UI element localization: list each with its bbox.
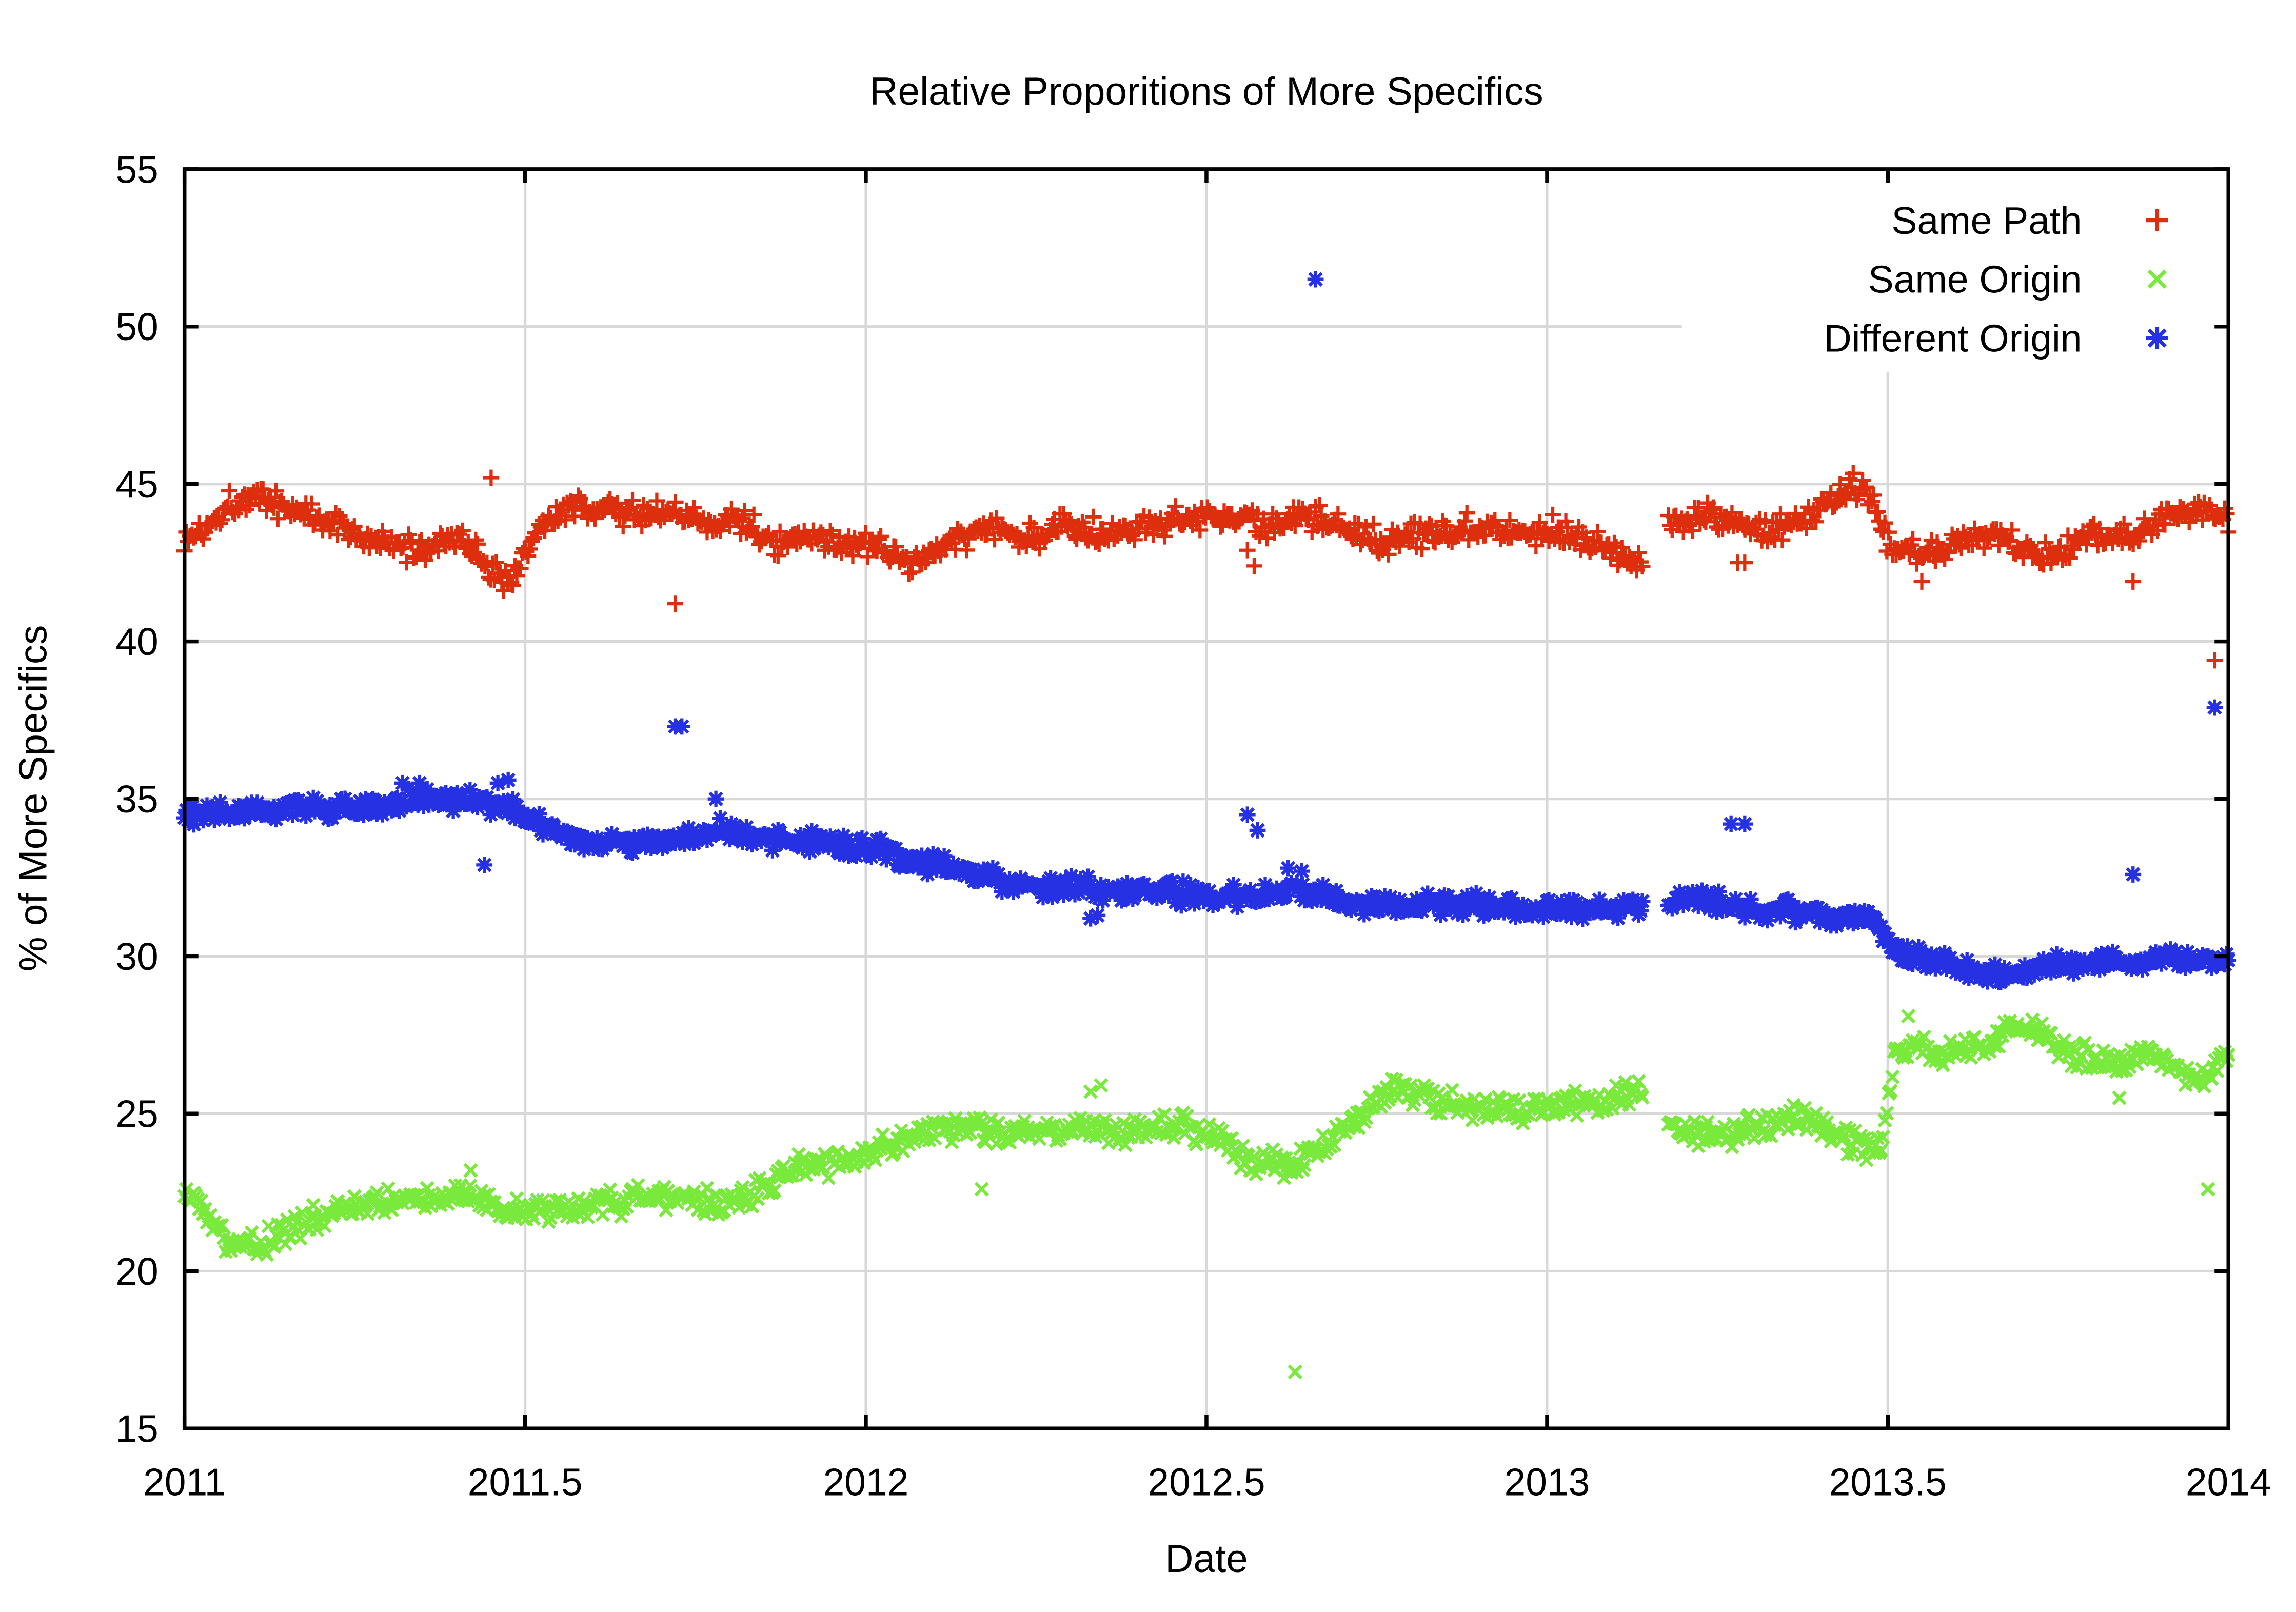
legend-label-same-path: Same Path	[1892, 199, 2082, 242]
y-tick-label: 35	[115, 778, 158, 821]
y-tick-label: 45	[115, 463, 158, 506]
cross-marker-icon	[2147, 269, 2167, 289]
x-tick-label: 2014	[2186, 1461, 2271, 1504]
y-axis-label: % of More Specifics	[12, 625, 55, 972]
x-tick-label: 2011.5	[468, 1461, 583, 1504]
x-tick-label: 2013	[1505, 1461, 1590, 1504]
x-axis-label: Date	[1165, 1537, 1248, 1581]
legend: Same Path Same Origin Different Origin	[1824, 199, 2168, 360]
data-points-layer	[176, 271, 2237, 1380]
asterisk-marker-icon	[2146, 327, 2168, 349]
legend-label-different-origin: Different Origin	[1824, 317, 2082, 360]
chart-title: Relative Proporitions of More Specifics	[869, 70, 1543, 113]
y-tick-label: 40	[115, 620, 158, 663]
y-tick-label: 50	[115, 305, 158, 348]
legend-background	[1681, 172, 2229, 372]
y-tick-label: 55	[115, 148, 158, 191]
x-tick-label: 2012	[823, 1461, 909, 1504]
legend-item-same-path: Same Path	[1892, 199, 2168, 242]
y-tick-label: 30	[115, 935, 158, 978]
y-tick-label: 20	[115, 1250, 158, 1293]
legend-label-same-origin: Same Origin	[1868, 258, 2082, 301]
plot-border-and-ticks	[182, 167, 2230, 1430]
x-tick-label: 2012.5	[1147, 1461, 1265, 1504]
legend-item-different-origin: Different Origin	[1824, 317, 2168, 360]
tick-labels: 2011 2011.5 2012 2012.5 2013 2013.5 2014 15 20 25…	[115, 148, 2271, 1503]
legend-item-same-origin: Same Origin	[1868, 258, 2167, 301]
x-tick-label: 2013.5	[1829, 1461, 1947, 1504]
legend-background-layer	[1681, 172, 2229, 372]
y-tick-label: 15	[115, 1407, 158, 1450]
y-tick-label: 25	[115, 1092, 158, 1136]
plus-marker-icon	[2146, 209, 2168, 232]
x-tick-label: 2011	[143, 1461, 226, 1504]
